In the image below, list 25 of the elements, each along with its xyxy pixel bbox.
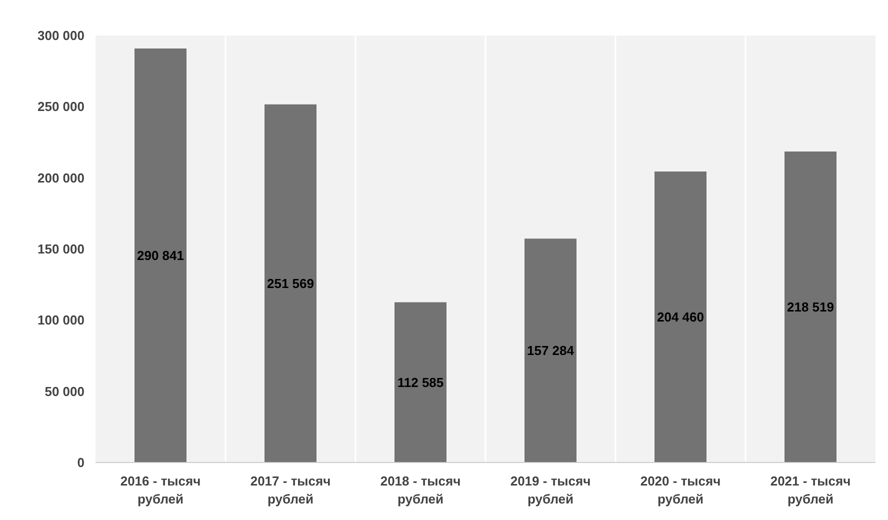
data-label: 157 284 xyxy=(527,343,575,358)
y-tick-label: 200 000 xyxy=(38,170,85,186)
x-tick-label: 2019 - тысяч рублей xyxy=(510,474,591,506)
y-tick-label: 50 000 xyxy=(44,384,85,399)
bar xyxy=(784,151,836,462)
data-label: 251 569 xyxy=(267,276,314,291)
bar xyxy=(524,238,576,462)
bar xyxy=(264,104,316,462)
data-label: 218 519 xyxy=(787,299,834,314)
y-tick-label: 0 xyxy=(77,455,85,470)
bar xyxy=(394,302,446,462)
y-tick-label: 250 000 xyxy=(38,99,85,114)
bar xyxy=(654,171,706,462)
data-label: 204 460 xyxy=(657,309,704,324)
y-tick-label: 150 000 xyxy=(38,242,85,256)
data-label: 112 585 xyxy=(397,374,444,390)
x-tick-label: 2017 - тысяч рублей xyxy=(250,474,331,506)
x-tick-label: 2016 - тысяч рублей xyxy=(120,474,201,506)
x-tick-label: 2018 - тысяч рублей xyxy=(380,474,461,506)
y-tick-label: 300 000 xyxy=(38,28,85,43)
data-label: 290 841 xyxy=(137,248,184,264)
y-tick-label: 100 000 xyxy=(38,312,85,328)
bar xyxy=(134,48,186,462)
x-tick-label: 2020 - тысяч рублей xyxy=(640,474,721,506)
x-tick-label: 2021 - тысяч рублей xyxy=(770,474,851,506)
